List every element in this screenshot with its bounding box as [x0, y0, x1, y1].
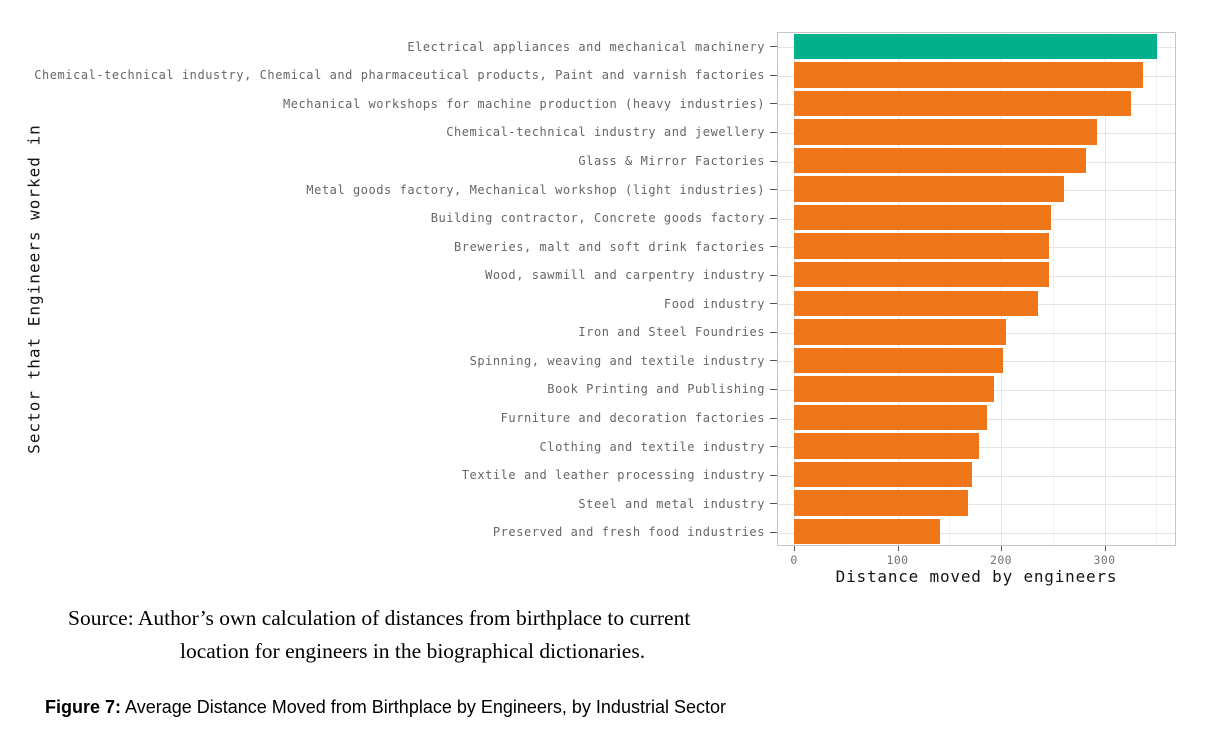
- x-tick-label: 100: [886, 553, 909, 567]
- x-tick-label: 0: [790, 553, 798, 567]
- bar: [794, 233, 1049, 259]
- y-tick-mark: [770, 274, 777, 276]
- x-axis-title: Distance moved by engineers: [835, 567, 1118, 586]
- category-label: Breweries, malt and soft drink factories: [454, 239, 765, 254]
- category-label: Chemical-technical industry, Chemical an…: [34, 68, 765, 83]
- major-gridline: [794, 33, 795, 545]
- bar: [794, 490, 968, 516]
- category-label: Textile and leather processing industry: [461, 468, 765, 483]
- x-tick-label: 200: [990, 553, 1012, 567]
- bar: [794, 461, 973, 488]
- y-tick-mark: [770, 46, 777, 48]
- major-gridline: [1001, 33, 1002, 545]
- category-gridline: [778, 475, 1175, 477]
- figure-caption: Figure 7: Average Distance Moved from Bi…: [45, 697, 726, 718]
- bar: [794, 290, 1039, 317]
- bar: [794, 347, 1004, 374]
- figure-caption-text: Average Distance Moved from Birthplace b…: [121, 697, 726, 717]
- category-label: Building contractor, Concrete goods fact…: [430, 211, 765, 226]
- category-label: Steel and metal industry: [578, 496, 765, 511]
- y-tick-mark: [770, 503, 777, 505]
- category-label: Furniture and decoration factories: [500, 411, 765, 425]
- category-label: Clothing and textile industry: [539, 439, 765, 454]
- source-note-line-2: location for engineers in the biographic…: [180, 639, 646, 663]
- category-label: Chemical-technical industry and jeweller…: [446, 125, 765, 140]
- bar: [794, 204, 1051, 231]
- y-tick-mark: [770, 388, 777, 390]
- minor-gridline: [949, 33, 951, 545]
- y-tick-mark: [770, 189, 777, 191]
- bar: [794, 147, 1086, 174]
- y-tick-mark: [770, 531, 777, 533]
- bar: [794, 33, 1158, 60]
- major-gridline: [897, 33, 899, 545]
- y-tick-mark: [770, 160, 777, 162]
- category-label: Book Printing and Publishing: [547, 382, 765, 397]
- category-label: Wood, sawmill and carpentry industry: [485, 268, 765, 283]
- category-label: Mechanical workshops for machine product…: [282, 96, 765, 111]
- category-label: Metal goods factory, Mechanical workshop…: [306, 182, 765, 197]
- y-tick-mark: [770, 246, 777, 248]
- y-tick-mark: [770, 360, 777, 362]
- y-tick-mark: [770, 417, 777, 419]
- bar: [794, 62, 1143, 88]
- bar: [794, 404, 987, 431]
- y-axis-title: Sector that Engineers worked in: [24, 124, 44, 454]
- y-tick-mark: [770, 103, 777, 105]
- y-tick-mark: [770, 303, 777, 305]
- x-tick-mark: [794, 546, 795, 551]
- category-label: Electrical appliances and mechanical mac…: [407, 39, 765, 54]
- bar: [794, 433, 980, 459]
- major-gridline: [1104, 33, 1106, 545]
- y-tick-mark: [770, 474, 777, 476]
- x-tick-label: 300: [1093, 553, 1116, 567]
- y-tick-mark: [770, 131, 777, 133]
- bar: [794, 319, 1007, 345]
- minor-gridline: [845, 33, 847, 545]
- bar: [794, 90, 1132, 117]
- bar: [794, 518, 940, 545]
- category-label: Iron and Steel Foundries: [578, 325, 765, 340]
- category-gridline: [778, 532, 1175, 534]
- y-tick-mark: [770, 217, 777, 219]
- category-label: Food industry: [663, 296, 765, 311]
- bar: [794, 261, 1049, 288]
- source-note-line-1: Source: Author’s own calculation of dist…: [68, 606, 691, 630]
- x-tick-mark: [897, 546, 899, 551]
- bar: [794, 176, 1065, 202]
- y-tick-mark: [770, 74, 777, 76]
- category-label: Spinning, weaving and textile industry: [469, 353, 765, 368]
- minor-gridline: [1052, 33, 1054, 545]
- y-tick-mark: [770, 446, 777, 448]
- minor-gridline: [1156, 33, 1158, 545]
- bar: [794, 376, 994, 402]
- x-tick-mark: [1104, 546, 1106, 551]
- bar: [794, 119, 1098, 145]
- x-tick-mark: [1001, 546, 1002, 551]
- category-label: Glass & Mirror Factories: [578, 154, 765, 168]
- category-label: Preserved and fresh food industries: [492, 525, 765, 540]
- y-tick-mark: [770, 331, 777, 333]
- figure-caption-label: Figure 7:: [45, 697, 122, 717]
- category-gridline: [778, 504, 1175, 506]
